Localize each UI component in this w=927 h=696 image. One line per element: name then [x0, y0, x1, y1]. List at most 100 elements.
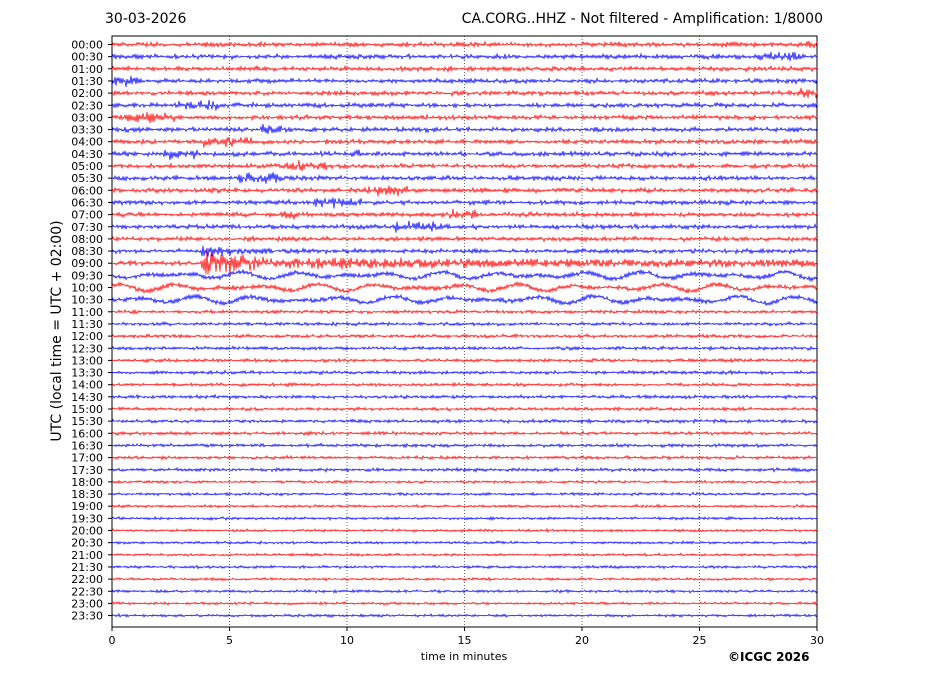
trace-line — [111, 280, 818, 295]
copyright-label: ©ICGC 2026 — [728, 650, 810, 664]
y-tick-label: 06:30 — [71, 196, 103, 209]
trace-line — [111, 345, 818, 352]
trace-line — [111, 503, 818, 509]
trace-line — [111, 185, 818, 197]
y-tick-label: 21:00 — [71, 549, 103, 562]
y-tick-label: 02:00 — [71, 87, 103, 100]
y-tick-label: 19:30 — [71, 512, 103, 525]
trace-line — [111, 111, 818, 124]
trace-line — [111, 197, 818, 209]
trace-line — [111, 320, 818, 327]
y-tick-label: 11:30 — [71, 318, 103, 331]
trace-line — [111, 64, 818, 73]
trace-line — [111, 99, 818, 111]
y-tick-label: 17:30 — [71, 464, 103, 477]
trace-line — [111, 245, 818, 257]
trace-line — [111, 588, 818, 594]
trace-line — [111, 515, 818, 522]
trace-line — [111, 220, 818, 233]
y-tick-label: 15:00 — [71, 403, 103, 416]
trace-line — [111, 564, 818, 570]
trace-line — [111, 357, 818, 364]
trace-line — [111, 250, 818, 275]
trace-line — [111, 369, 818, 376]
trace-line — [111, 393, 818, 401]
y-tick-label: 00:00 — [71, 39, 103, 52]
x-tick-label: 25 — [693, 634, 707, 647]
y-tick-label: 16:00 — [71, 427, 103, 440]
y-tick-label: 05:30 — [71, 172, 103, 185]
y-tick-label: 13:00 — [71, 354, 103, 367]
trace-line — [111, 51, 818, 62]
y-tick-label: 12:00 — [71, 330, 103, 343]
y-tick-label: 01:30 — [71, 75, 103, 88]
trace-line — [111, 149, 818, 160]
trace-line — [111, 466, 818, 473]
trace-line — [111, 600, 818, 606]
y-tick-label: 04:00 — [71, 136, 103, 149]
trace-line — [111, 87, 818, 99]
trace-line — [111, 40, 818, 49]
date-label: 30-03-2026 — [105, 11, 187, 27]
y-tick-label: 20:30 — [71, 537, 103, 550]
trace-line — [111, 333, 818, 340]
y-tick-label: 15:30 — [71, 415, 103, 428]
x-tick-label: 20 — [575, 634, 589, 647]
trace-line — [111, 576, 818, 582]
trace-line — [111, 442, 818, 449]
y-tick-label: 22:30 — [71, 585, 103, 598]
y-tick-label: 18:00 — [71, 476, 103, 489]
trace-line — [111, 381, 818, 388]
y-tick-label: 08:00 — [71, 233, 103, 246]
station-title: CA.CORG..HHZ - Not filtered - Amplificat… — [461, 11, 823, 27]
x-tick-label: 30 — [810, 634, 824, 647]
y-tick-label: 10:30 — [71, 294, 103, 307]
x-tick-label: 15 — [458, 634, 472, 647]
trace-line — [111, 308, 818, 316]
trace-line — [111, 479, 818, 485]
y-tick-label: 20:00 — [71, 525, 103, 538]
y-tick-label: 03:30 — [71, 124, 103, 137]
y-tick-label: 05:00 — [71, 160, 103, 173]
trace-line — [111, 552, 818, 558]
trace-line — [111, 527, 818, 534]
trace-line — [111, 417, 818, 425]
trace-line — [111, 137, 818, 148]
y-tick-label: 08:30 — [71, 245, 103, 258]
y-tick-label: 09:00 — [71, 257, 103, 270]
trace-line — [111, 208, 818, 220]
trace-line — [111, 172, 818, 184]
y-tick-label: 03:00 — [71, 111, 103, 124]
y-tick-label: 18:30 — [71, 488, 103, 501]
trace-line — [111, 612, 818, 619]
y-axis-label: UTC (local time = UTC + 02:00) — [49, 220, 65, 442]
trace-line — [111, 268, 818, 283]
y-tick-label: 16:30 — [71, 439, 103, 452]
x-tick-label: 5 — [226, 634, 233, 647]
y-tick-label: 00:30 — [71, 51, 103, 64]
trace-line — [111, 75, 818, 88]
y-tick-label: 17:00 — [71, 452, 103, 465]
y-tick-label: 11:00 — [71, 306, 103, 319]
trace-line — [111, 540, 818, 546]
trace-line — [111, 454, 818, 461]
x-tick-label: 0 — [109, 634, 116, 647]
trace-line — [111, 293, 818, 307]
y-tick-label: 10:00 — [71, 282, 103, 295]
y-tick-label: 23:30 — [71, 610, 103, 623]
y-tick-label: 02:30 — [71, 99, 103, 112]
trace-line — [111, 430, 818, 437]
x-axis-label: time in minutes — [420, 650, 508, 663]
trace-line — [111, 405, 818, 413]
y-tick-label: 14:30 — [71, 391, 103, 404]
trace-line — [111, 123, 818, 134]
y-tick-label: 13:30 — [71, 367, 103, 380]
y-tick-label: 09:30 — [71, 269, 103, 282]
y-tick-label: 14:00 — [71, 379, 103, 392]
y-tick-label: 01:00 — [71, 63, 103, 76]
trace-line — [111, 235, 818, 243]
plot-frame — [111, 35, 818, 628]
x-tick-label: 10 — [340, 634, 354, 647]
y-tick-label: 23:00 — [71, 597, 103, 610]
